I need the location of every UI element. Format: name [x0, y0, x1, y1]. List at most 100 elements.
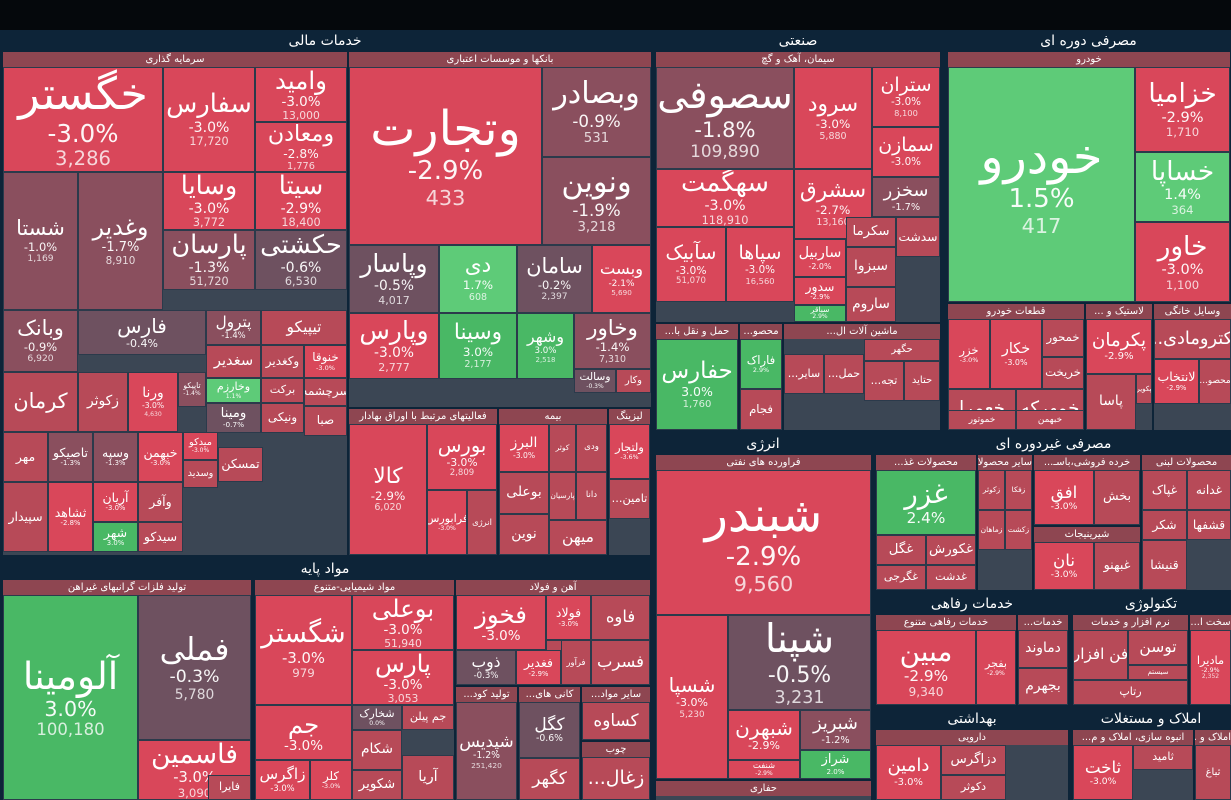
ticker-tile[interactable]: تمسکن [218, 447, 263, 482]
ticker-tile[interactable]: وسایا -3.0% 3,772 [163, 172, 255, 230]
ticker-tile[interactable]: وسدید [183, 460, 218, 488]
ticker-tile[interactable]: وتجارت -2.9% 433 [349, 67, 542, 245]
ticker-tile[interactable]: ودی [576, 424, 607, 472]
ticker-tile[interactable]: شگستر -3.0% 979 [255, 595, 352, 705]
ticker-tile[interactable]: شبهرن -2.9% [728, 710, 800, 760]
ticker-tile[interactable]: وآفر [138, 482, 183, 522]
ticker-tile[interactable]: غدشت [926, 565, 976, 590]
ticker-tile[interactable]: خموتور [948, 410, 1016, 430]
ticker-tile[interactable]: پکرمان -2.9% [1086, 319, 1152, 374]
ticker-tile[interactable]: قنیشا [1142, 540, 1187, 590]
ticker-tile[interactable]: فغدیر -2.9% [516, 650, 561, 685]
ticker-tile[interactable]: کگل -0.6% [519, 702, 580, 758]
ticker-tile[interactable]: کالا -2.9% 6,020 [349, 424, 427, 555]
ticker-tile[interactable]: ساروم [846, 287, 896, 322]
ticker-tile[interactable]: دکوثر [941, 775, 1006, 800]
ticker-tile[interactable]: ورنا -3.0% 4,630 [128, 372, 178, 432]
ticker-tile[interactable]: خکار -3.0% [990, 319, 1042, 389]
ticker-tile[interactable]: فایرا [208, 775, 251, 800]
ticker-tile[interactable]: کساوه [582, 702, 650, 740]
ticker-tile[interactable]: سرچشمه [304, 378, 347, 406]
ticker-tile[interactable]: فن افزار [1073, 630, 1128, 680]
ticker-tile[interactable]: دانا [576, 472, 607, 520]
ticker-tile[interactable]: ثشاهد -2.8% [48, 482, 93, 552]
ticker-tile[interactable]: آلومینا 3.0% 100,180 [3, 595, 138, 800]
ticker-tile[interactable]: ونیکی [261, 403, 304, 433]
ticker-tile[interactable]: ومینا -0.7% [206, 403, 261, 433]
ticker-tile[interactable]: غگل [876, 535, 926, 565]
ticker-tile[interactable]: دزاگرس [941, 745, 1006, 775]
ticker-tile[interactable]: وشهر 3.0% 2,518 [517, 313, 574, 379]
ticker-tile[interactable]: سپیدار [3, 482, 48, 552]
ticker-tile[interactable]: فجام [740, 389, 782, 430]
ticker-tile[interactable]: خودرو 1.5% 417 [948, 67, 1135, 302]
ticker-tile[interactable]: پکویر [1136, 374, 1152, 404]
ticker-tile[interactable]: غدانه [1187, 470, 1231, 510]
ticker-tile[interactable]: سشرق -2.7% 13,160 [794, 169, 872, 239]
ticker-tile[interactable]: خریخت [1042, 357, 1084, 389]
ticker-tile[interactable]: دی 1.7% 608 [439, 245, 517, 313]
ticker-tile[interactable]: افق -3.0% [1034, 470, 1094, 525]
ticker-tile[interactable]: تاصیکو -1.3% [48, 432, 93, 482]
ticker-tile[interactable]: مبین -2.9% 9,340 [876, 630, 976, 705]
ticker-tile[interactable]: زغال... [582, 757, 650, 800]
ticker-tile[interactable]: شخارک 0.0% [352, 705, 402, 730]
ticker-tile[interactable]: سباقر 2.9% [794, 305, 846, 322]
ticker-tile[interactable]: حفارس 3.0% 1,760 [656, 339, 738, 430]
ticker-tile[interactable]: سایر... [784, 354, 824, 394]
ticker-tile[interactable]: انرژی [467, 490, 497, 555]
ticker-tile[interactable]: وبست -2.1% 5,690 [592, 245, 651, 313]
ticker-tile[interactable]: تیپیکو [261, 310, 347, 345]
ticker-tile[interactable]: ومعادن -2.8% 1,776 [255, 122, 347, 172]
ticker-tile[interactable]: حگهر [864, 339, 940, 361]
ticker-tile[interactable]: وسینا 3.0% 2,177 [439, 313, 517, 379]
ticker-tile[interactable]: سصوفی -1.8% 109,890 [656, 67, 794, 169]
ticker-tile[interactable]: شکام [352, 730, 402, 770]
ticker-tile[interactable]: شنفت -2.9% [728, 760, 800, 779]
ticker-tile[interactable]: وسالت -0.3% [574, 369, 616, 393]
ticker-tile[interactable]: شسپا -3.0% 5,230 [656, 615, 728, 779]
ticker-tile[interactable]: ثباغ [1195, 745, 1231, 800]
ticker-tile[interactable]: وخاور -1.4% 7,310 [574, 313, 651, 369]
ticker-tile[interactable]: وکار [616, 369, 651, 393]
ticker-tile[interactable]: خگستر -3.0% 3,286 [3, 67, 163, 172]
ticker-tile[interactable]: فاوه [591, 595, 650, 640]
ticker-tile[interactable]: البرز -3.0% [499, 424, 549, 472]
ticker-tile[interactable]: شبندر -2.9% 9,560 [656, 470, 871, 615]
ticker-tile[interactable]: آریا [402, 755, 454, 800]
ticker-tile[interactable]: سرود -3.0% 5,880 [794, 67, 872, 169]
ticker-tile[interactable]: فولاد -3.0% [546, 595, 591, 640]
ticker-tile[interactable]: تجه... [864, 361, 904, 401]
ticker-tile[interactable]: پاسا [1086, 374, 1136, 430]
ticker-tile[interactable]: ثاخت -3.0% [1073, 745, 1133, 800]
ticker-tile[interactable]: سآبیک -3.0% 51,070 [656, 227, 726, 302]
ticker-tile[interactable]: تاپیکو -1.4% [178, 372, 206, 407]
ticker-tile[interactable]: دماوند [1018, 630, 1068, 668]
ticker-tile[interactable]: بخش [1094, 470, 1140, 525]
ticker-tile[interactable]: ستران -3.0% 8,100 [872, 67, 940, 127]
ticker-tile[interactable]: پارس -3.0% 3,053 [352, 650, 454, 705]
ticker-tile[interactable]: غزر 2.4% [876, 470, 976, 535]
ticker-tile[interactable]: مهر [3, 432, 48, 482]
ticker-tile[interactable]: لکترومادی... [1154, 319, 1231, 359]
ticker-tile[interactable]: خزامیا -2.9% 1,710 [1135, 67, 1230, 152]
ticker-tile[interactable]: ونوین -1.9% 3,218 [542, 157, 651, 245]
ticker-tile[interactable]: فسرب [591, 640, 650, 685]
ticker-tile[interactable]: رتاپ [1073, 680, 1188, 705]
ticker-tile[interactable]: فارس -0.4% [78, 310, 206, 355]
ticker-tile[interactable]: آریان -3.0% [93, 482, 138, 522]
ticker-tile[interactable]: خنوقا -3.0% [304, 345, 347, 378]
ticker-tile[interactable]: سامان -0.2% 2,397 [517, 245, 592, 313]
ticker-tile[interactable]: ساربیل -2.0% [794, 239, 846, 277]
ticker-tile[interactable]: بوعلی -3.0% 51,940 [352, 595, 454, 650]
ticker-tile[interactable]: زاگرس -3.0% [255, 760, 310, 800]
ticker-tile[interactable]: صبا [304, 406, 347, 436]
ticker-tile[interactable]: زکوثر [978, 470, 1005, 510]
ticker-tile[interactable]: ولتجار -3.6% [609, 424, 650, 479]
ticker-tile[interactable]: سیتا -2.9% 18,400 [255, 172, 347, 230]
ticker-tile[interactable]: میهن [549, 520, 607, 555]
ticker-tile[interactable]: وکغدیر [261, 345, 304, 378]
ticker-tile[interactable]: دامین -3.0% [876, 745, 941, 800]
ticker-tile[interactable]: جم پیلن [402, 705, 454, 730]
ticker-tile[interactable]: شبریز -1.2% [800, 710, 871, 750]
